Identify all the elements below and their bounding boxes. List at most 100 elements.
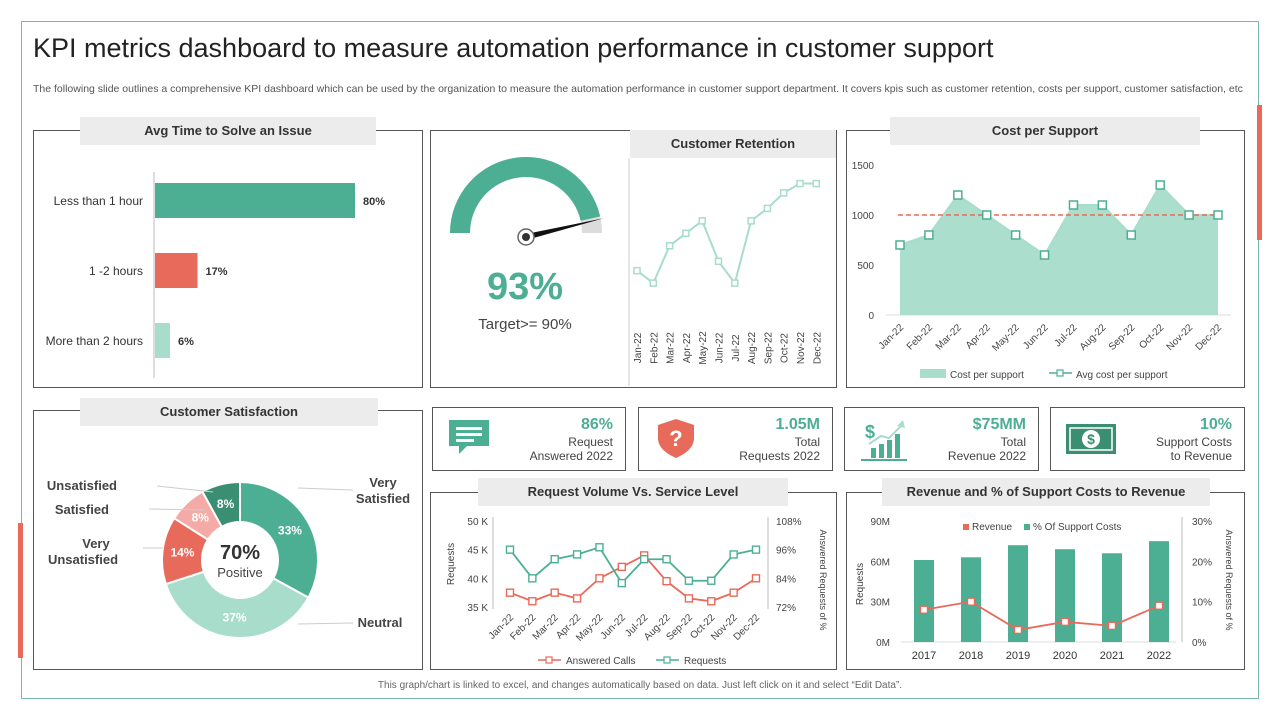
cost-y-tick: 0 [868, 311, 874, 322]
kpi-card-total-requests[interactable]: ? 1.05M Total Requests 2022 [638, 407, 833, 471]
reqvol-requests-line [509, 546, 757, 585]
rev-y-tick-left: 0M [876, 638, 890, 649]
retention-tick-label: Jun-22 [715, 332, 726, 363]
kpi-label: Total Requests 2022 [739, 435, 820, 463]
kpi-card-requests-answered[interactable]: 86% Request Answered 2022 [432, 407, 626, 471]
kpi-value: 10% [1199, 416, 1232, 433]
rev-bar [1102, 553, 1122, 642]
cost-point [1010, 230, 1021, 240]
label-very-unsatisfied-1: Very [82, 536, 110, 551]
donut-slice [201, 480, 241, 529]
revenue-chart[interactable]: 90M 60M 30M 0M 30% 20% 10% 0% Requests Answered R… [846, 508, 1245, 670]
retention-tick-label: Aug-22 [747, 331, 758, 364]
retention-point [779, 189, 788, 197]
cost-point [1213, 210, 1223, 220]
reqvol-requests-point [662, 555, 671, 564]
reqvol-y-tick-left: 50 K [467, 517, 488, 528]
page-title: KPI metrics dashboard to measure automat… [33, 33, 994, 63]
rev-bar [1008, 545, 1028, 642]
avg-time-data-label: 17% [206, 266, 228, 278]
request-volume-chart[interactable]: 50 K 45 K 40 K 35 K 108% 96% 84% 72% Requests Ans… [430, 508, 837, 670]
rev-bar [1149, 541, 1169, 642]
gauge-target: Target>= 90% [478, 316, 572, 333]
rev-y-tick-left: 30M [871, 598, 890, 609]
avg-time-category: 1 -2 hours [89, 264, 143, 278]
reqvol-requests-point [550, 555, 559, 564]
retention-tick-label: Nov-22 [796, 331, 807, 364]
cost-point [1184, 210, 1194, 220]
reqvol-legend-point-answered [545, 656, 553, 664]
cost-point [924, 230, 934, 240]
cost-point [1068, 200, 1079, 210]
reqvol-legend-point-requests [663, 656, 671, 664]
accent-bar-left [18, 523, 23, 658]
rev-y-tick-right: 30% [1192, 517, 1212, 528]
retention-point [812, 179, 821, 188]
rev-tick-label: 2021 [1100, 650, 1124, 662]
reqvol-requests-point [751, 545, 761, 554]
rev-bar [1055, 549, 1075, 642]
cost-line [899, 183, 1218, 257]
cost-point [1126, 230, 1137, 240]
avg-time-panel[interactable] [33, 130, 423, 388]
rev-legend-swatch-pct [1024, 524, 1030, 530]
cost-point [1155, 180, 1165, 190]
cost-point [1097, 200, 1108, 210]
page-subtitle: The following slide outlines a comprehen… [33, 83, 1243, 95]
cost-y-tick: 500 [857, 261, 874, 272]
rev-pct-point [1060, 617, 1070, 627]
cost-point [981, 210, 992, 220]
avg-time-chart[interactable]: Less than 1 hour 80% 1 -2 hours 17% More tha… [33, 150, 423, 385]
cost-support-title: Cost per Support [890, 117, 1200, 145]
question-shield-icon: ? [658, 419, 694, 458]
rev-pct-point [1154, 601, 1164, 610]
reqvol-y-tick-right: 72% [776, 603, 796, 614]
kpi-card-total-revenue[interactable]: $ $75MM Total Revenue 2022 [844, 407, 1039, 471]
retention-point [682, 229, 690, 238]
kpi-card-support-costs[interactable]: $ 10% Support Costs to Revenue [1050, 407, 1245, 471]
rev-y-tick-left: 60M [871, 557, 890, 568]
donut-slice-label: 33% [278, 523, 302, 537]
rev-y-tick-right: 10% [1192, 598, 1212, 609]
rev-pct-point [1013, 625, 1023, 635]
donut-center-label: Positive [217, 565, 263, 580]
reqvol-y-tick-right: 96% [776, 546, 796, 557]
reqvol-tick-label: Jun-22 [599, 612, 629, 642]
cost-legend-label: Avg cost per support [1076, 370, 1168, 381]
avg-time-bar [155, 253, 198, 288]
gauge-chart[interactable] [431, 140, 621, 260]
cost-y-tick: 1000 [852, 211, 875, 222]
retention-point [796, 179, 804, 188]
reqvol-answered-point [684, 594, 694, 603]
avg-time-data-label: 6% [178, 336, 194, 348]
retention-tick-label: Jan-22 [633, 332, 644, 363]
rev-pct-point [1107, 621, 1117, 631]
reqvol-answered-point [572, 594, 582, 603]
retention-chart[interactable]: Jan-22 Feb-22 Mar-22 Apr-22 May-22 Jun-22 Jul-… [628, 158, 836, 386]
reqvol-requests-point [729, 550, 738, 559]
rev-tick-label: 2020 [1053, 650, 1077, 662]
avg-time-bar [155, 323, 170, 358]
kpi-label: Request Answered 2022 [529, 435, 613, 463]
reqvol-y-tick-left: 40 K [467, 574, 488, 585]
retention-point [714, 257, 723, 266]
svg-text:?: ? [669, 426, 682, 451]
cost-tick-label: May-22 [990, 322, 1022, 354]
reqvol-answered-point [729, 588, 738, 597]
request-volume-panel[interactable] [430, 492, 837, 670]
svg-text:$: $ [865, 422, 875, 442]
satisfaction-chart[interactable]: 33% 37% 14% 8% 8% 70% Positive Unsatisfied S… [33, 430, 423, 668]
donut-center-value: 70% [220, 542, 260, 564]
rev-pct-point [966, 597, 976, 606]
retention-tick-label: May-22 [698, 331, 709, 365]
reqvol-answered-point [550, 588, 559, 597]
chat-bubble-icon [449, 420, 489, 454]
reqvol-answered-point [528, 597, 537, 606]
cost-point [1039, 250, 1050, 260]
reqvol-answered-line [509, 554, 757, 603]
cost-tick-label: Jul-22 [1053, 322, 1080, 349]
avg-time-category: Less than 1 hour [54, 194, 143, 208]
rev-y-tick-left: 90M [871, 517, 890, 528]
retention-point [633, 266, 641, 275]
